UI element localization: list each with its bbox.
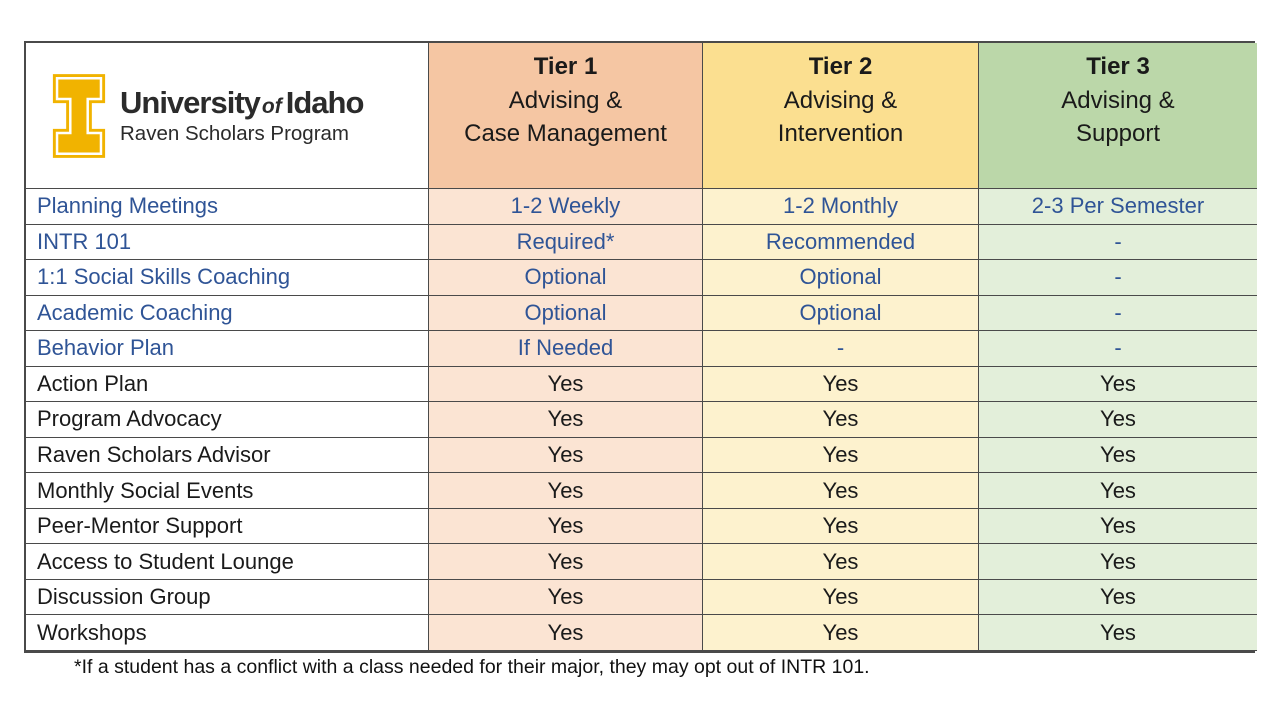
row-value-tier1: Yes (429, 473, 703, 509)
row-label: Academic Coaching (26, 295, 429, 332)
row-label: INTR 101 (26, 224, 429, 261)
row-value-tier3: Yes (979, 402, 1257, 438)
row-value-tier3: Yes (979, 615, 1257, 651)
row-value-tier2: Yes (703, 615, 979, 651)
row-value-tier2: Optional (703, 295, 979, 332)
tier2-line2: Advising & (783, 86, 898, 114)
row-value-tier3: 2-3 Per Semester (979, 189, 1257, 225)
row-label: Workshops (26, 615, 429, 651)
row-value-tier1: Yes (429, 508, 703, 545)
row-label: Discussion Group (26, 579, 429, 616)
tier3-name: Tier 3 (1086, 53, 1150, 80)
tiers-table: University of Idaho Raven Scholars Progr… (24, 41, 1257, 653)
tier3-line3: Support (1075, 120, 1161, 147)
university-of-idaho-logo: University of Idaho Raven Scholars Progr… (50, 72, 365, 160)
row-value-tier2: Yes (703, 402, 979, 438)
row-value-tier2: Optional (703, 260, 979, 296)
row-value-tier1: Optional (429, 260, 703, 296)
row-value-tier3: - (979, 260, 1257, 296)
row-value-tier3: - (979, 295, 1257, 332)
row-value-tier1: Optional (429, 295, 703, 332)
row-value-tier2: Yes (703, 508, 979, 545)
tier1-name: Tier 1 (533, 53, 598, 80)
row-label: Program Advocacy (26, 402, 429, 438)
row-value-tier2: - (703, 331, 979, 367)
tier2-name: Tier 2 (808, 53, 873, 80)
row-label: Raven Scholars Advisor (26, 437, 429, 474)
row-label: Planning Meetings (26, 189, 429, 225)
tier1-line3: Case Management (464, 120, 667, 147)
row-value-tier2: Recommended (703, 224, 979, 261)
wordmark: University of Idaho Raven Scholars Progr… (120, 85, 365, 146)
footnote: *If a student has a conflict with a clas… (74, 656, 870, 678)
row-value-tier2: Yes (703, 473, 979, 509)
row-value-tier3: Yes (979, 473, 1257, 509)
program-subtitle: Raven Scholars Program (120, 122, 350, 145)
row-value-tier2: Yes (703, 544, 979, 580)
tier2-header: Tier 2 Advising & Intervention (703, 43, 979, 189)
row-value-tier2: Yes (703, 437, 979, 474)
row-value-tier1: If Needed (429, 331, 703, 367)
row-label: Behavior Plan (26, 331, 429, 367)
tier3-header: Tier 3 Advising & Support (979, 43, 1257, 189)
row-value-tier3: Yes (979, 437, 1257, 474)
row-value-tier1: 1-2 Weekly (429, 189, 703, 225)
row-value-tier3: - (979, 224, 1257, 261)
row-label: Monthly Social Events (26, 473, 429, 509)
row-label: Peer-Mentor Support (26, 508, 429, 545)
wordmark-idaho: Idaho (285, 85, 365, 120)
row-value-tier1: Yes (429, 615, 703, 651)
row-value-tier1: Yes (429, 402, 703, 438)
wordmark-university: University (120, 85, 261, 120)
row-value-tier3: Yes (979, 544, 1257, 580)
row-value-tier3: Yes (979, 366, 1257, 403)
row-value-tier2: Yes (703, 366, 979, 403)
idaho-block-i-icon (52, 73, 106, 158)
row-value-tier1: Yes (429, 366, 703, 403)
tier1-header: Tier 1 Advising & Case Management (429, 43, 703, 189)
row-label: Access to Student Lounge (26, 544, 429, 580)
row-value-tier2: Yes (703, 579, 979, 616)
row-value-tier1: Required* (429, 224, 703, 261)
row-label: 1:1 Social Skills Coaching (26, 260, 429, 296)
row-value-tier1: Yes (429, 437, 703, 474)
brand-cell: University of Idaho Raven Scholars Progr… (26, 43, 429, 189)
wordmark-of: of (261, 95, 282, 118)
row-value-tier3: - (979, 331, 1257, 367)
row-value-tier3: Yes (979, 508, 1257, 545)
university-of-idaho-wordmark: University of Idaho (120, 85, 365, 121)
row-value-tier1: Yes (429, 544, 703, 580)
tier3-line2: Advising & (1061, 86, 1175, 114)
tier1-line2: Advising & (508, 86, 623, 114)
row-value-tier1: Yes (429, 579, 703, 616)
row-value-tier2: 1-2 Monthly (703, 189, 979, 225)
row-label: Action Plan (26, 366, 429, 403)
row-value-tier3: Yes (979, 579, 1257, 616)
tier2-line3: Intervention (777, 120, 904, 147)
